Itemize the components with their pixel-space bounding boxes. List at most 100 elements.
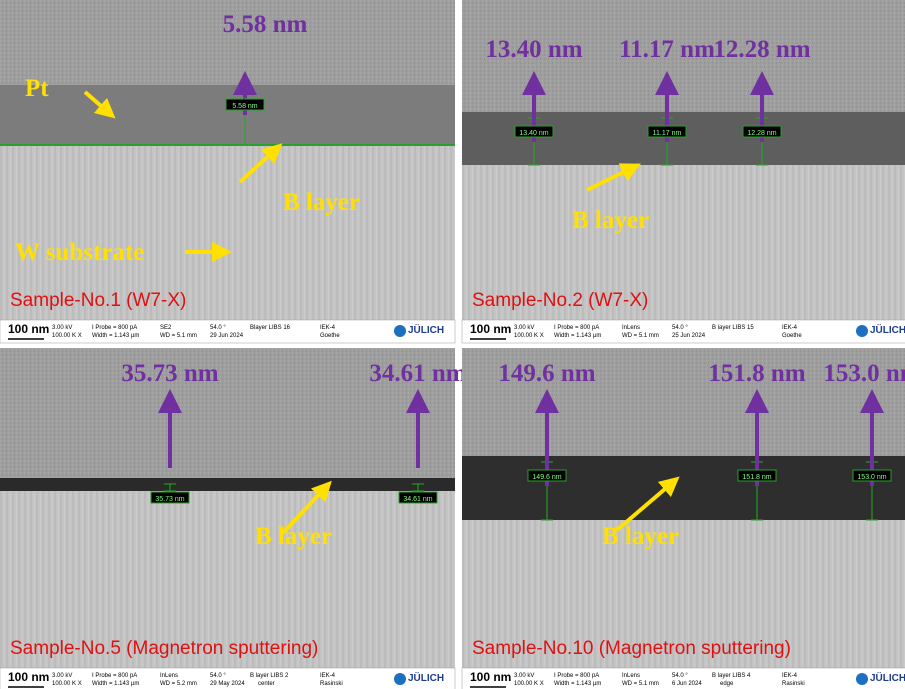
info-angle: 54.0 ° (210, 673, 226, 679)
info-angle: 54.0 ° (210, 325, 226, 331)
measure-box-label: 12.28 nm (747, 130, 776, 137)
info-sample: B layer LIBS 2 (250, 673, 289, 679)
info-kv: 3.00 kV (52, 325, 72, 331)
info-date: 29 Jun 2024 (210, 333, 244, 339)
measure-box-label: 11.17 nm (653, 130, 682, 137)
info-probe: I Probe = 800 pA (554, 325, 599, 331)
info-bar-bg (462, 320, 905, 343)
measurement-label: 5.58 nm (223, 11, 308, 38)
info-logo: JÜLICH (408, 671, 444, 684)
info-probe: I Probe = 800 pA (92, 325, 137, 331)
sample-label: Sample-No.5 (Magnetron sputtering) (10, 638, 318, 659)
info-inst: IEK-4 (782, 673, 798, 679)
info-mag: 100.00 K X (514, 333, 544, 339)
layer-label: B layer (572, 207, 649, 234)
info-scale: 100 nm (470, 670, 511, 684)
coating-layer (0, 478, 455, 491)
info-date: 6 Jun 2024 (672, 681, 702, 687)
info-kv: 3.00 kV (514, 325, 534, 331)
info-wd: WD = 5.1 mm (622, 681, 659, 687)
info-scale: 100 nm (470, 322, 511, 336)
info-logo: JÜLICH (870, 671, 905, 684)
info-kv: 3.00 kV (52, 673, 72, 679)
panel: 35.73 nm 35.73 nm 34.61 nm 34.61 nm B layer S… (0, 348, 467, 689)
logo-mark (856, 673, 868, 685)
info-detector: InLens (160, 673, 178, 679)
info-operator: Rasinski (320, 681, 343, 687)
measure-box-label: 34.61 nm (403, 496, 432, 503)
info-inst: IEK-4 (320, 325, 336, 331)
measurement-label: 151.8 nm (708, 360, 805, 387)
info-operator: Rasinski (782, 681, 805, 687)
coating-layer (462, 456, 905, 520)
info-width: Width = 1.143 µm (554, 681, 601, 687)
info-angle: 54.0 ° (672, 673, 688, 679)
logo-mark (856, 325, 868, 337)
measurement-label: 153.0 nm (823, 360, 905, 387)
info-sample: B layer LIBS 15 (712, 325, 754, 331)
info-inst: IEK-4 (782, 325, 798, 331)
info-logo: JÜLICH (870, 323, 905, 336)
info-operator: Goethe (782, 333, 802, 339)
info-inst: IEK-4 (320, 673, 336, 679)
info-mag: 100.00 K X (52, 681, 82, 687)
info-sample: Blayer LIBS 16 (250, 325, 291, 331)
info-width: Width = 1.143 µm (554, 333, 601, 339)
info-kv: 3.00 kV (514, 673, 534, 679)
measurement-label: 12.28 nm (713, 36, 810, 63)
info-operator: Goethe (320, 333, 340, 339)
info-wd: WD = 5.1 mm (622, 333, 659, 339)
info-wd: WD = 5.1 mm (160, 333, 197, 339)
measure-box-label: 149.6 nm (532, 474, 561, 481)
info-scale: 100 nm (8, 670, 49, 684)
info-probe: I Probe = 800 pA (92, 673, 137, 679)
coating-layer (462, 112, 905, 165)
measurement-label: 34.61 nm (369, 360, 466, 387)
info-note: edge (720, 681, 734, 687)
sample-label: Sample-No.2 (W7-X) (472, 290, 648, 311)
info-detector: SE2 (160, 325, 172, 331)
info-detector: InLens (622, 325, 640, 331)
info-detector: InLens (622, 673, 640, 679)
info-wd: WD = 5.2 mm (160, 681, 197, 687)
sample-label: Sample-No.10 (Magnetron sputtering) (472, 638, 791, 659)
measurement-label: 11.17 nm (619, 36, 715, 63)
panel: 149.6 nm 149.6 nm 151.8 nm 151.8 nm 153.0 nm… (462, 348, 905, 689)
info-probe: I Probe = 800 pA (554, 673, 599, 679)
logo-mark (394, 673, 406, 685)
measure-box-label: 13.40 nm (519, 130, 548, 137)
panel: 5.58 nm 5.58 nm B layer Pt W substrate Sample… (0, 0, 455, 343)
measure-box-label: 151.8 nm (742, 474, 771, 481)
info-sample: B layer LIBS 4 (712, 673, 751, 679)
coating-layer (0, 85, 455, 145)
measurement-label: 149.6 nm (498, 360, 595, 387)
info-width: Width = 1.143 µm (92, 333, 139, 339)
info-mag: 100.00 K X (52, 333, 82, 339)
measurement-label: 13.40 nm (485, 36, 582, 63)
layer-label: B layer (255, 523, 332, 550)
layer-label: B layer (283, 189, 360, 216)
info-width: Width = 1.143 µm (92, 681, 139, 687)
material-label: Pt (25, 75, 49, 102)
material-label: W substrate (15, 239, 144, 266)
sample-label: Sample-No.1 (W7-X) (10, 290, 186, 311)
measure-box-label: 5.58 nm (232, 103, 257, 110)
info-date: 29 May 2024 (210, 681, 245, 687)
info-date: 25 Jun 2024 (672, 333, 706, 339)
info-angle: 54.0 ° (672, 325, 688, 331)
info-logo: JÜLICH (408, 323, 444, 336)
measure-box-label: 35.73 nm (155, 496, 184, 503)
info-bar-bg (0, 320, 455, 343)
info-note: center (258, 681, 275, 687)
measure-box-label: 153.0 nm (857, 474, 886, 481)
info-bar: 100 nm3.00 kV 100.00 K X I Probe = 800 pA W… (0, 320, 455, 343)
figure: 5.58 nm 5.58 nm B layer Pt W substrate Sample… (0, 0, 905, 689)
measurement-label: 35.73 nm (121, 360, 218, 387)
logo-mark (394, 325, 406, 337)
info-scale: 100 nm (8, 322, 49, 336)
layer-label: B layer (602, 523, 679, 550)
